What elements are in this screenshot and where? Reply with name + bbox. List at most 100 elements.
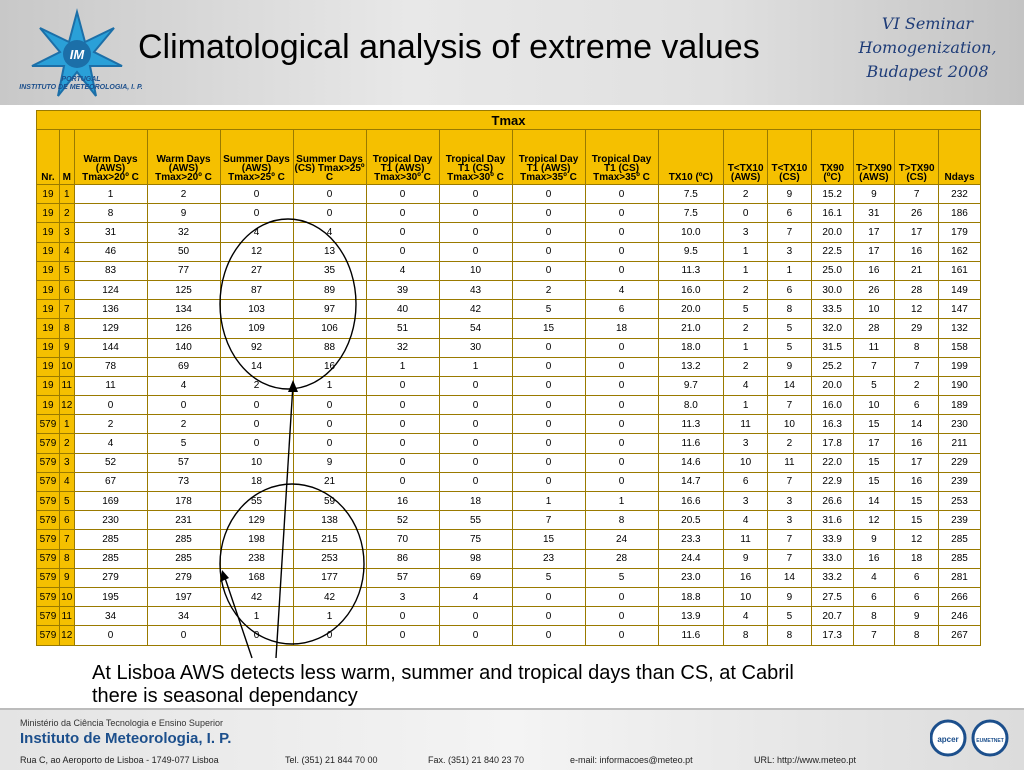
table-cell: 30 <box>438 337 513 358</box>
row-month-cell: 9 <box>58 567 75 588</box>
table-row: 579 9 279 279 168 177 57 69 5 5 23.0 16 14 33.2 4 6 281 <box>36 567 981 588</box>
table-cell: 10.0 <box>657 222 725 243</box>
column-header: TX90 (ºC) <box>810 129 854 185</box>
footer-url[interactable]: URL: http://www.meteo.pt <box>754 755 857 765</box>
extremes-table-container: Tmax Nr. M Warm Days (AWS) Tmax>20º C Warm … <box>36 110 981 646</box>
table-cell: 0 <box>219 433 294 454</box>
table-cell: 24 <box>584 529 659 550</box>
table-row: 579 1 2 2 0 0 0 0 0 0 11.3 11 10 16.3 15 14 230 <box>36 414 981 435</box>
table-cell: 9 <box>852 183 896 205</box>
table-cell: 23.0 <box>657 567 725 588</box>
footer-email[interactable]: e-mail: informacoes@meteo.pt <box>570 755 693 765</box>
eumetnet-badge-icon <box>971 719 1009 757</box>
table-cell: 0 <box>438 625 513 646</box>
table-cell: 11 <box>852 337 896 358</box>
table-cell: 5 <box>723 299 769 320</box>
table-cell: 9.7 <box>657 375 725 397</box>
table-cell: 11 <box>723 529 769 550</box>
table-cell: 186 <box>938 203 981 224</box>
table-cell: 43 <box>438 279 513 301</box>
table-cell: 0 <box>511 375 586 397</box>
table-row: 19 7 136 134 103 97 40 42 5 6 20.0 5 8 33.5 10 12 147 <box>36 299 981 320</box>
table-row: 579 3 52 57 10 9 0 0 0 0 14.6 10 11 22.0 15 17 229 <box>36 452 981 473</box>
table-cell: 31.6 <box>810 510 854 531</box>
table-cell: 285 <box>938 529 981 550</box>
table-cell: 55 <box>438 510 513 531</box>
table-cell: 198 <box>219 529 294 550</box>
row-station-cell: 19 <box>36 318 60 339</box>
row-station-cell: 579 <box>36 548 60 569</box>
table-cell: 16.6 <box>657 490 725 512</box>
row-month-cell: 6 <box>58 510 75 531</box>
table-cell: 15 <box>852 452 896 473</box>
table-cell: 140 <box>146 337 221 358</box>
table-cell: 0 <box>219 395 294 416</box>
table-cell: 11 <box>723 414 769 435</box>
table-cell: 0 <box>511 183 586 205</box>
apcer-badge-icon <box>930 719 967 757</box>
table-cell: 9 <box>767 586 812 608</box>
column-header: M <box>58 129 75 185</box>
table-cell: 83 <box>73 260 148 281</box>
table-cell: 162 <box>938 241 981 262</box>
table-cell: 0 <box>219 625 294 646</box>
table-cell: 0 <box>511 452 586 473</box>
footer-ministry: Ministério da Ciência Tecnologia e Ensin… <box>20 718 223 728</box>
table-cell: 0 <box>292 183 367 205</box>
table-cell: 16.0 <box>657 279 725 301</box>
table-cell: 92 <box>219 337 294 358</box>
table-cell: 195 <box>73 586 148 608</box>
table-row: 19 6 124 125 87 89 39 43 2 4 16.0 2 6 30.0 26 28 149 <box>36 279 981 301</box>
table-cell: 3 <box>767 490 812 512</box>
table-cell: 17 <box>894 222 940 243</box>
table-body: 19 1 1 2 0 0 0 0 0 0 7.5 2 9 15.2 9 7 232 19 2 8 9 0 0 0 0 0 0 7.5 0… <box>36 183 981 646</box>
table-cell: 0 <box>365 471 440 493</box>
seminar-line-3: Budapest 2008 <box>866 62 989 81</box>
table-cell: 285 <box>938 548 981 569</box>
row-station-cell: 19 <box>36 183 60 205</box>
table-cell: 0 <box>511 337 586 358</box>
table-cell: 3 <box>365 586 440 608</box>
table-cell: 7 <box>767 548 812 569</box>
table-row: 579 4 67 73 18 21 0 0 0 0 14.7 6 7 22.9 15 16 239 <box>36 471 981 493</box>
table-cell: 1 <box>511 490 586 512</box>
table-cell: 40 <box>365 299 440 320</box>
table-cell: 0 <box>511 471 586 493</box>
table-cell: 2 <box>723 318 769 339</box>
table-cell: 0 <box>73 625 148 646</box>
table-cell: 5 <box>767 318 812 339</box>
table-cell: 0 <box>292 433 367 454</box>
table-cell: 0 <box>584 625 659 646</box>
table-cell: 10 <box>438 260 513 281</box>
table-cell: 3 <box>723 433 769 454</box>
table-cell: 9 <box>894 606 940 627</box>
row-station-cell: 19 <box>36 395 60 416</box>
table-cell: 6 <box>767 279 812 301</box>
table-cell: 5 <box>511 567 586 588</box>
column-header: Nr. <box>36 129 60 185</box>
row-month-cell: 2 <box>58 203 75 224</box>
table-cell: 32 <box>365 337 440 358</box>
table-cell: 13.2 <box>657 356 725 377</box>
table-cell: 16 <box>894 471 940 493</box>
table-cell: 28 <box>852 318 896 339</box>
table-cell: 8 <box>73 203 148 224</box>
table-cell: 13.9 <box>657 606 725 627</box>
table-cell: 239 <box>938 471 981 493</box>
column-header: Tropical Day T1 (CS) Tmax>35º C <box>584 129 659 185</box>
table-cell: 134 <box>146 299 221 320</box>
table-cell: 7 <box>767 222 812 243</box>
table-cell: 31 <box>73 222 148 243</box>
table-cell: 51 <box>365 318 440 339</box>
table-cell: 0 <box>219 183 294 205</box>
table-cell: 9 <box>767 183 812 205</box>
table-cell: 54 <box>438 318 513 339</box>
table-cell: 138 <box>292 510 367 531</box>
table-cell: 0 <box>365 241 440 262</box>
table-cell: 161 <box>938 260 981 281</box>
table-cell: 26.6 <box>810 490 854 512</box>
table-cell: 21.0 <box>657 318 725 339</box>
table-cell: 1 <box>584 490 659 512</box>
table-cell: 144 <box>73 337 148 358</box>
table-cell: 253 <box>292 548 367 569</box>
